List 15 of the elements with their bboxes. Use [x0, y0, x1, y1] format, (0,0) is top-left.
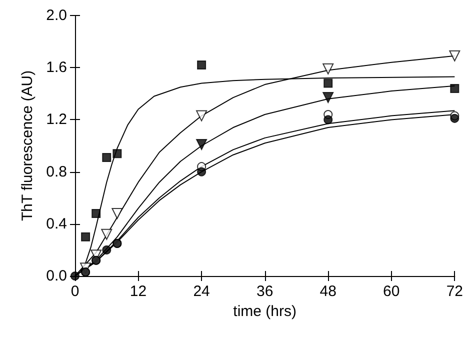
x-tick-label: 48	[320, 283, 336, 300]
x-tick-label: 0	[70, 283, 80, 300]
y-tick-label: 0.0	[46, 268, 67, 284]
y-tick-label: 0.4	[46, 215, 67, 232]
y-tick-label: 2.0	[46, 7, 67, 24]
x-tick-label: 36	[256, 283, 274, 300]
y-tick-label: 0.8	[46, 163, 67, 180]
x-tick-label: 12	[130, 283, 147, 300]
y-tick-label: 1.2	[46, 111, 67, 128]
x-tick-label: 60	[383, 283, 400, 300]
y-tick-label: 1.6	[46, 59, 67, 76]
y-axis-title: ThT fluorescence (AU)	[19, 70, 36, 222]
x-tick-label: 24	[193, 283, 210, 300]
x-axis-title: time (hrs)	[233, 303, 296, 320]
x-tick-label: 72	[446, 283, 463, 300]
